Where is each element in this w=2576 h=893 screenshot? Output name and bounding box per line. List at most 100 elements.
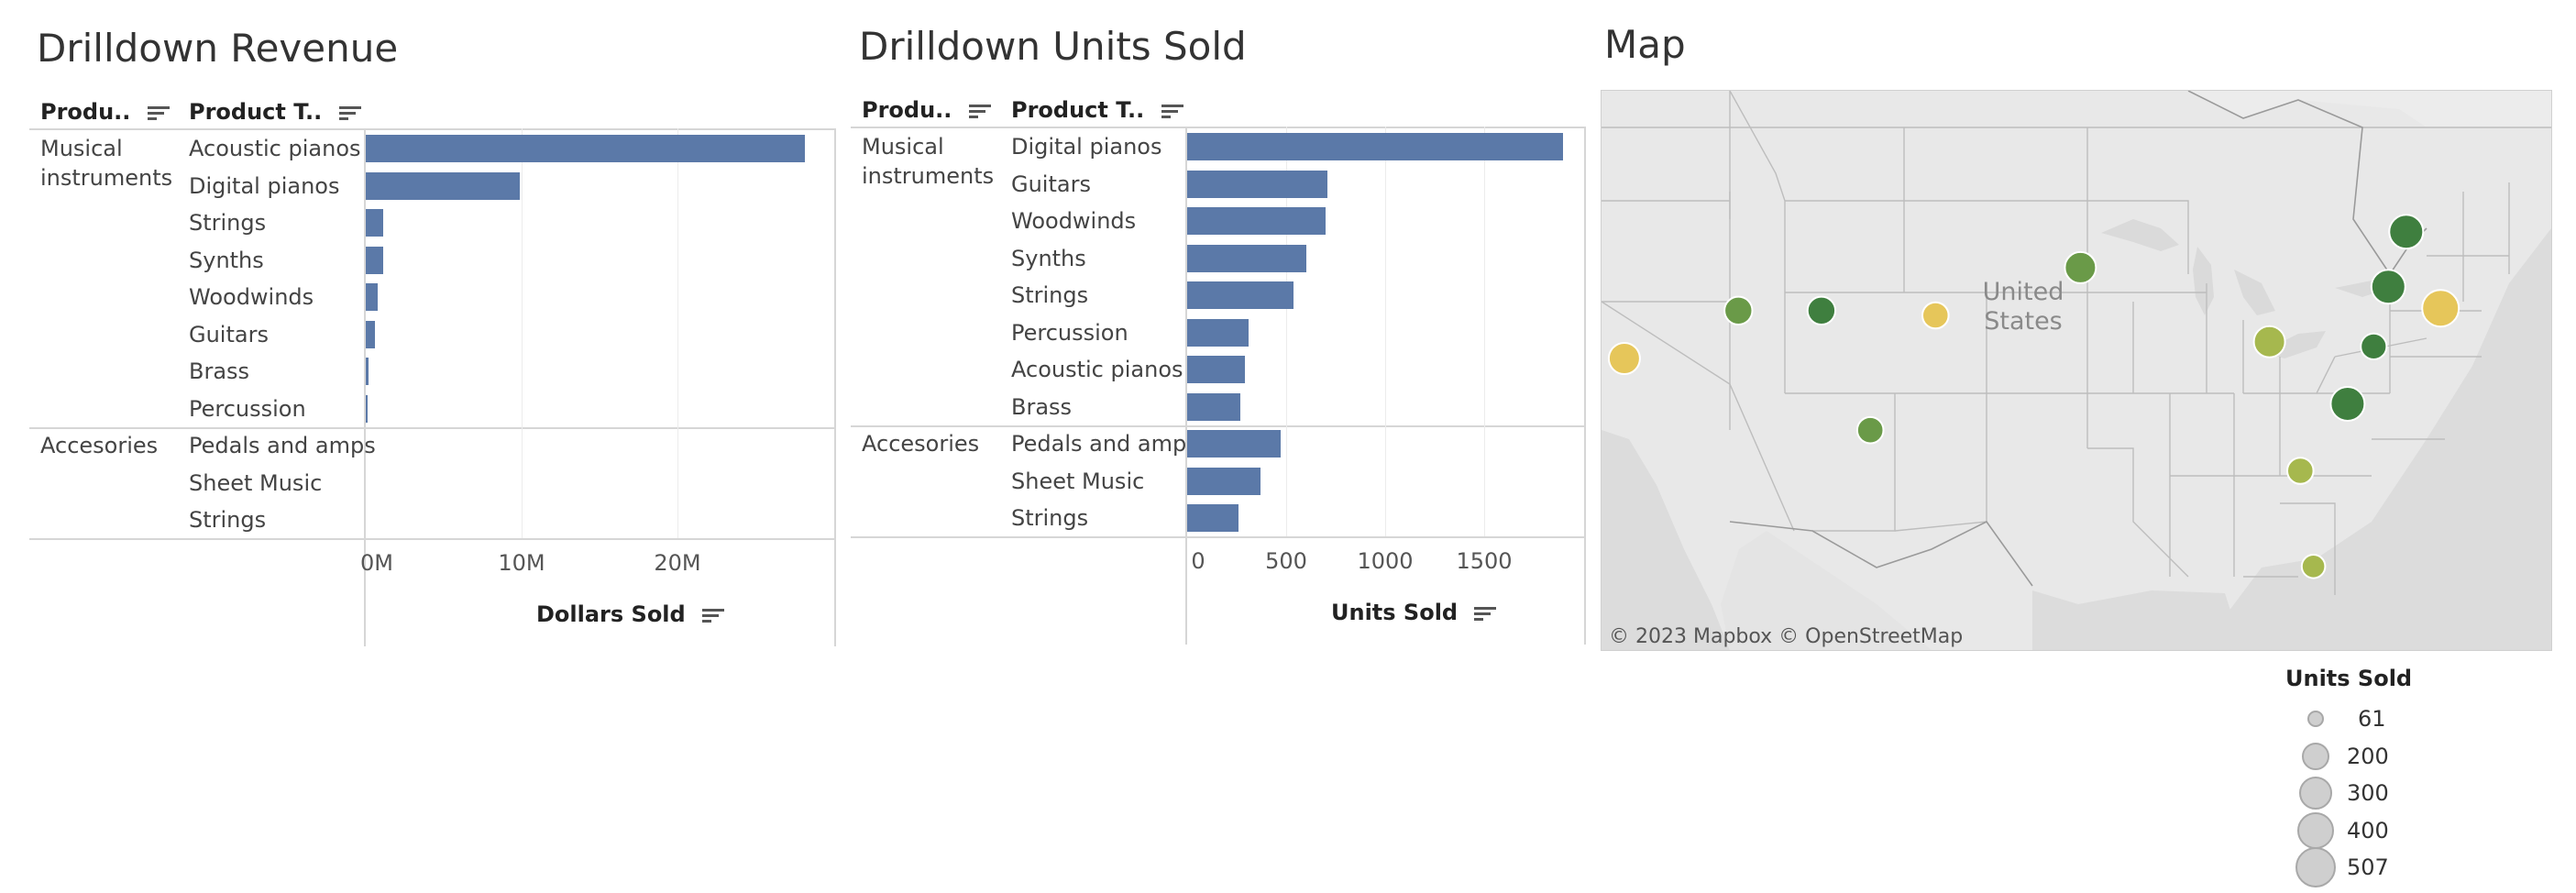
bar-mark[interactable] (366, 246, 383, 274)
units-axis-title[interactable]: Units Sold (1331, 600, 1497, 625)
bar-mark[interactable] (1187, 318, 1249, 347)
map-point[interactable] (1723, 295, 1754, 326)
bar-mark[interactable] (366, 171, 521, 200)
us-canada-border (2187, 91, 2427, 276)
map-attribution[interactable]: © 2023 Mapbox © OpenStreetMap (1609, 625, 1964, 648)
units-col-header-product-label: Produ.. (862, 97, 952, 123)
axis-tick-label: 1000 (1357, 548, 1414, 574)
row-label: Acoustic pianos (1011, 357, 1183, 382)
revenue-axis-title[interactable]: Dollars Sold (536, 601, 725, 627)
legend-size-circle (2302, 742, 2329, 770)
gulf-of-mexico (2032, 590, 2243, 650)
units-col-header-product[interactable]: Produ.. (862, 97, 991, 123)
row-label: Guitars (1011, 171, 1091, 197)
units-col-header-product-type[interactable]: Product T.. (1011, 97, 1183, 123)
gridline (1385, 127, 1386, 536)
bar-mark[interactable] (1187, 244, 1306, 272)
bar-mark[interactable] (1187, 504, 1239, 532)
map-point[interactable] (1607, 342, 1641, 375)
legend-size-circle (2297, 811, 2334, 849)
map-point[interactable] (1806, 295, 1837, 326)
map-point[interactable] (2329, 386, 2366, 422)
map-point[interactable] (2064, 250, 2097, 284)
legend-value: 200 (2347, 743, 2389, 769)
map-point[interactable] (2360, 332, 2388, 360)
row-label: Acoustic pianos (189, 136, 361, 161)
revenue-group-label: Accesories (40, 433, 159, 458)
lake-superior (2101, 219, 2179, 251)
sort-icon[interactable] (338, 104, 361, 123)
lake-huron (2234, 270, 2275, 315)
revenue-sheet-title: Drilldown Revenue (37, 26, 399, 71)
legend-value: 61 (2358, 706, 2386, 732)
bar-mark[interactable] (366, 135, 806, 162)
canada-region (1602, 91, 2551, 127)
map-point[interactable] (2286, 457, 2315, 485)
row-label: Pedals and amps (189, 433, 376, 458)
sort-icon[interactable] (1474, 604, 1497, 623)
axis-tick-label: 10M (498, 550, 545, 576)
map-point[interactable] (2388, 214, 2425, 250)
gridline (522, 128, 523, 538)
map-view[interactable]: United States © 2023 Mapbox © OpenStreet… (1601, 90, 2552, 651)
map-point[interactable] (2300, 554, 2327, 579)
divider (29, 128, 836, 130)
row-label: Brass (1011, 393, 1073, 420)
row-label: Strings (1011, 505, 1089, 531)
atlantic-ocean (2207, 228, 2551, 650)
gridline (1286, 127, 1287, 536)
bar-mark[interactable] (1187, 430, 1281, 458)
units-col-header-product-type-label: Product T.. (1011, 97, 1145, 123)
bar-mark[interactable] (1187, 356, 1245, 383)
map-point[interactable] (2421, 289, 2460, 328)
row-label: Sheet Music (1011, 468, 1145, 494)
bar-mark[interactable] (366, 283, 378, 311)
map-point[interactable] (1855, 415, 1885, 445)
legend-title: Units Sold (2285, 666, 2413, 691)
revenue-col-header-product[interactable]: Produ.. (40, 99, 170, 125)
state-borders (1602, 91, 2551, 595)
axis-line (1185, 127, 1187, 645)
row-label: Strings (189, 210, 267, 236)
mexico-region (1721, 531, 1932, 650)
bar-mark[interactable] (1187, 392, 1241, 421)
divider (851, 127, 1586, 128)
row-label: Woodwinds (189, 284, 314, 310)
legend-size-circle (2307, 711, 2324, 727)
legend-size-circle (2295, 847, 2336, 887)
pane-border (1584, 127, 1586, 645)
sort-icon[interactable] (1161, 102, 1183, 121)
bar-mark[interactable] (1187, 170, 1328, 198)
map-point[interactable] (2370, 269, 2406, 305)
row-label: Woodwinds (1011, 208, 1137, 234)
units-group-label: Accesories (862, 431, 980, 457)
bar-mark[interactable] (1187, 133, 1564, 160)
sort-icon[interactable] (968, 102, 991, 121)
legend-value: 507 (2347, 854, 2389, 880)
units-group-label: Musical instruments (862, 134, 995, 189)
lake-michigan (2193, 247, 2214, 315)
bar-mark[interactable] (1187, 467, 1260, 495)
map-point[interactable] (2252, 325, 2286, 358)
axis-tick-label: 1500 (1456, 548, 1513, 574)
bar-mark[interactable] (366, 358, 369, 385)
bar-mark[interactable] (1187, 207, 1327, 235)
units-sheet-title: Drilldown Units Sold (859, 24, 1247, 69)
sort-icon[interactable] (147, 104, 170, 123)
sort-icon[interactable] (702, 606, 725, 625)
axis-line (364, 128, 366, 646)
bar-mark[interactable] (366, 320, 376, 348)
row-label: Strings (189, 507, 267, 533)
divider (851, 536, 1586, 538)
map-point[interactable] (1921, 301, 1950, 330)
bar-mark[interactable] (366, 209, 383, 237)
bar-mark[interactable] (366, 394, 369, 423)
revenue-col-header-product-type[interactable]: Product T.. (189, 99, 361, 125)
revenue-col-header-product-type-label: Product T.. (189, 99, 323, 125)
row-label: Digital pianos (189, 172, 340, 199)
axis-tick-label: 500 (1265, 548, 1307, 574)
row-label: Guitars (189, 321, 269, 347)
bar-mark[interactable] (1187, 281, 1294, 309)
row-label: Synths (189, 247, 264, 273)
row-label: Strings (1011, 282, 1089, 308)
